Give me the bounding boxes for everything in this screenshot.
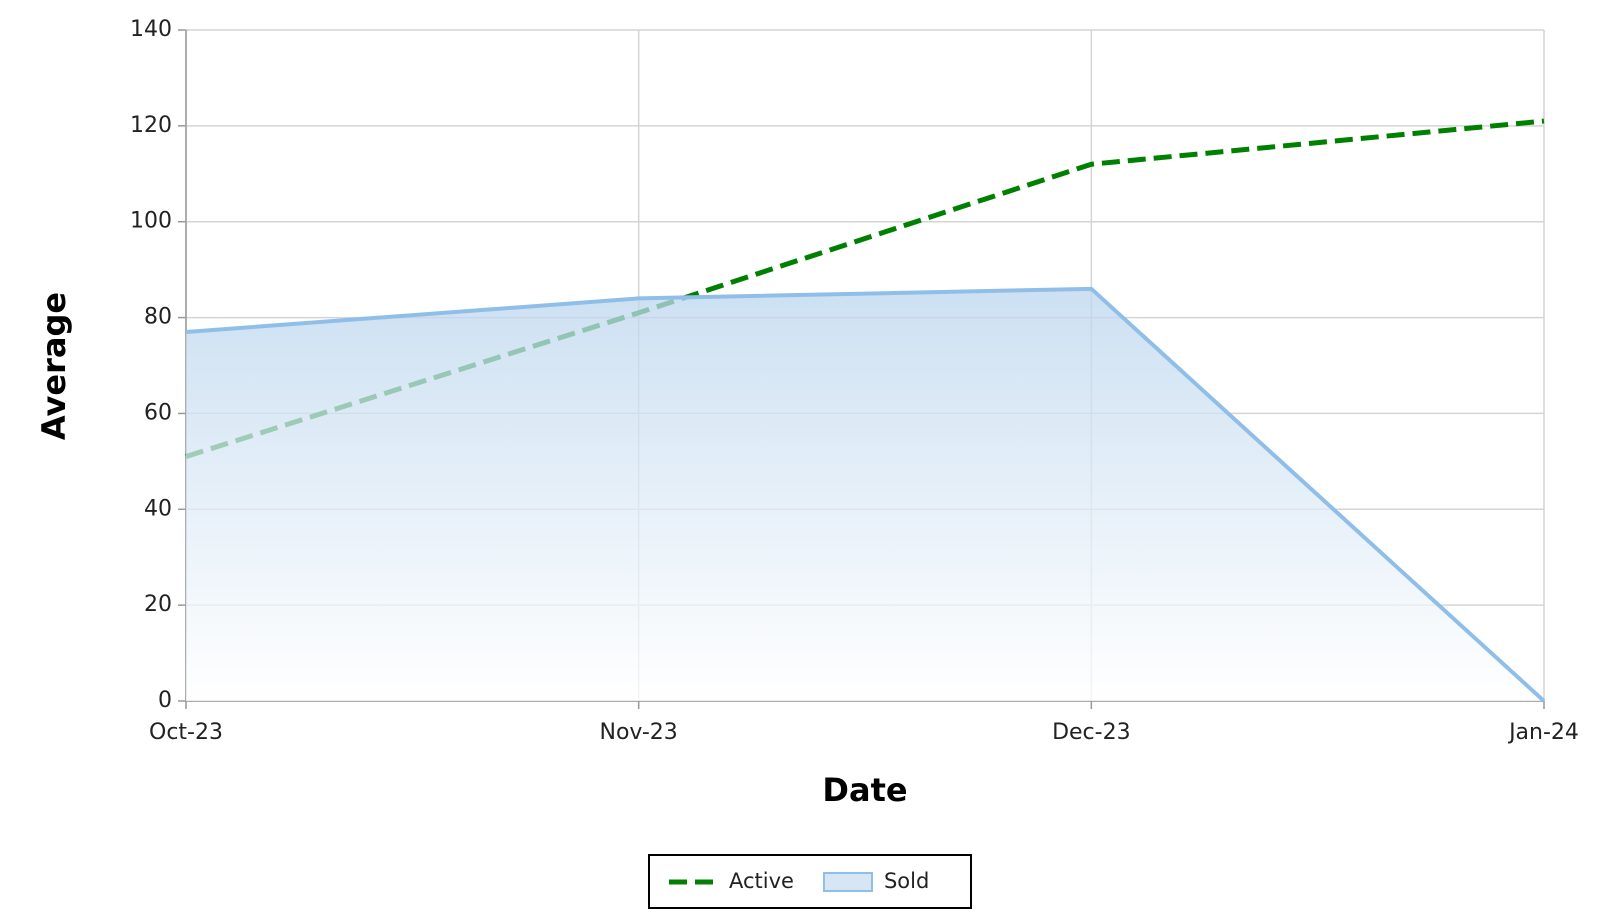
area: [186, 288, 1544, 701]
line: [185, 286, 1546, 703]
y-tick-label: 120: [130, 113, 172, 138]
legend-swatch: [822, 872, 873, 892]
x-tick-label: Dec-23: [1052, 720, 1131, 745]
y-tick-label: 0: [158, 688, 172, 713]
y-tick-label: 60: [144, 400, 172, 425]
y-tick-label: 100: [130, 209, 172, 234]
x-tick-label: Nov-23: [600, 720, 678, 745]
legend-label: Active: [729, 869, 794, 893]
x-tick-label: Jan-24: [1507, 720, 1579, 745]
y-tick-label: 40: [144, 496, 172, 521]
y-tick-label: 140: [130, 17, 172, 42]
y-axis-title: Average: [35, 292, 73, 440]
y-tick-label: 80: [144, 305, 172, 330]
y-tick-label: 20: [144, 592, 172, 617]
x-tick-label: Oct-23: [149, 720, 223, 745]
legend-label: Sold: [884, 869, 929, 893]
x-axis-title: Date: [822, 771, 907, 809]
